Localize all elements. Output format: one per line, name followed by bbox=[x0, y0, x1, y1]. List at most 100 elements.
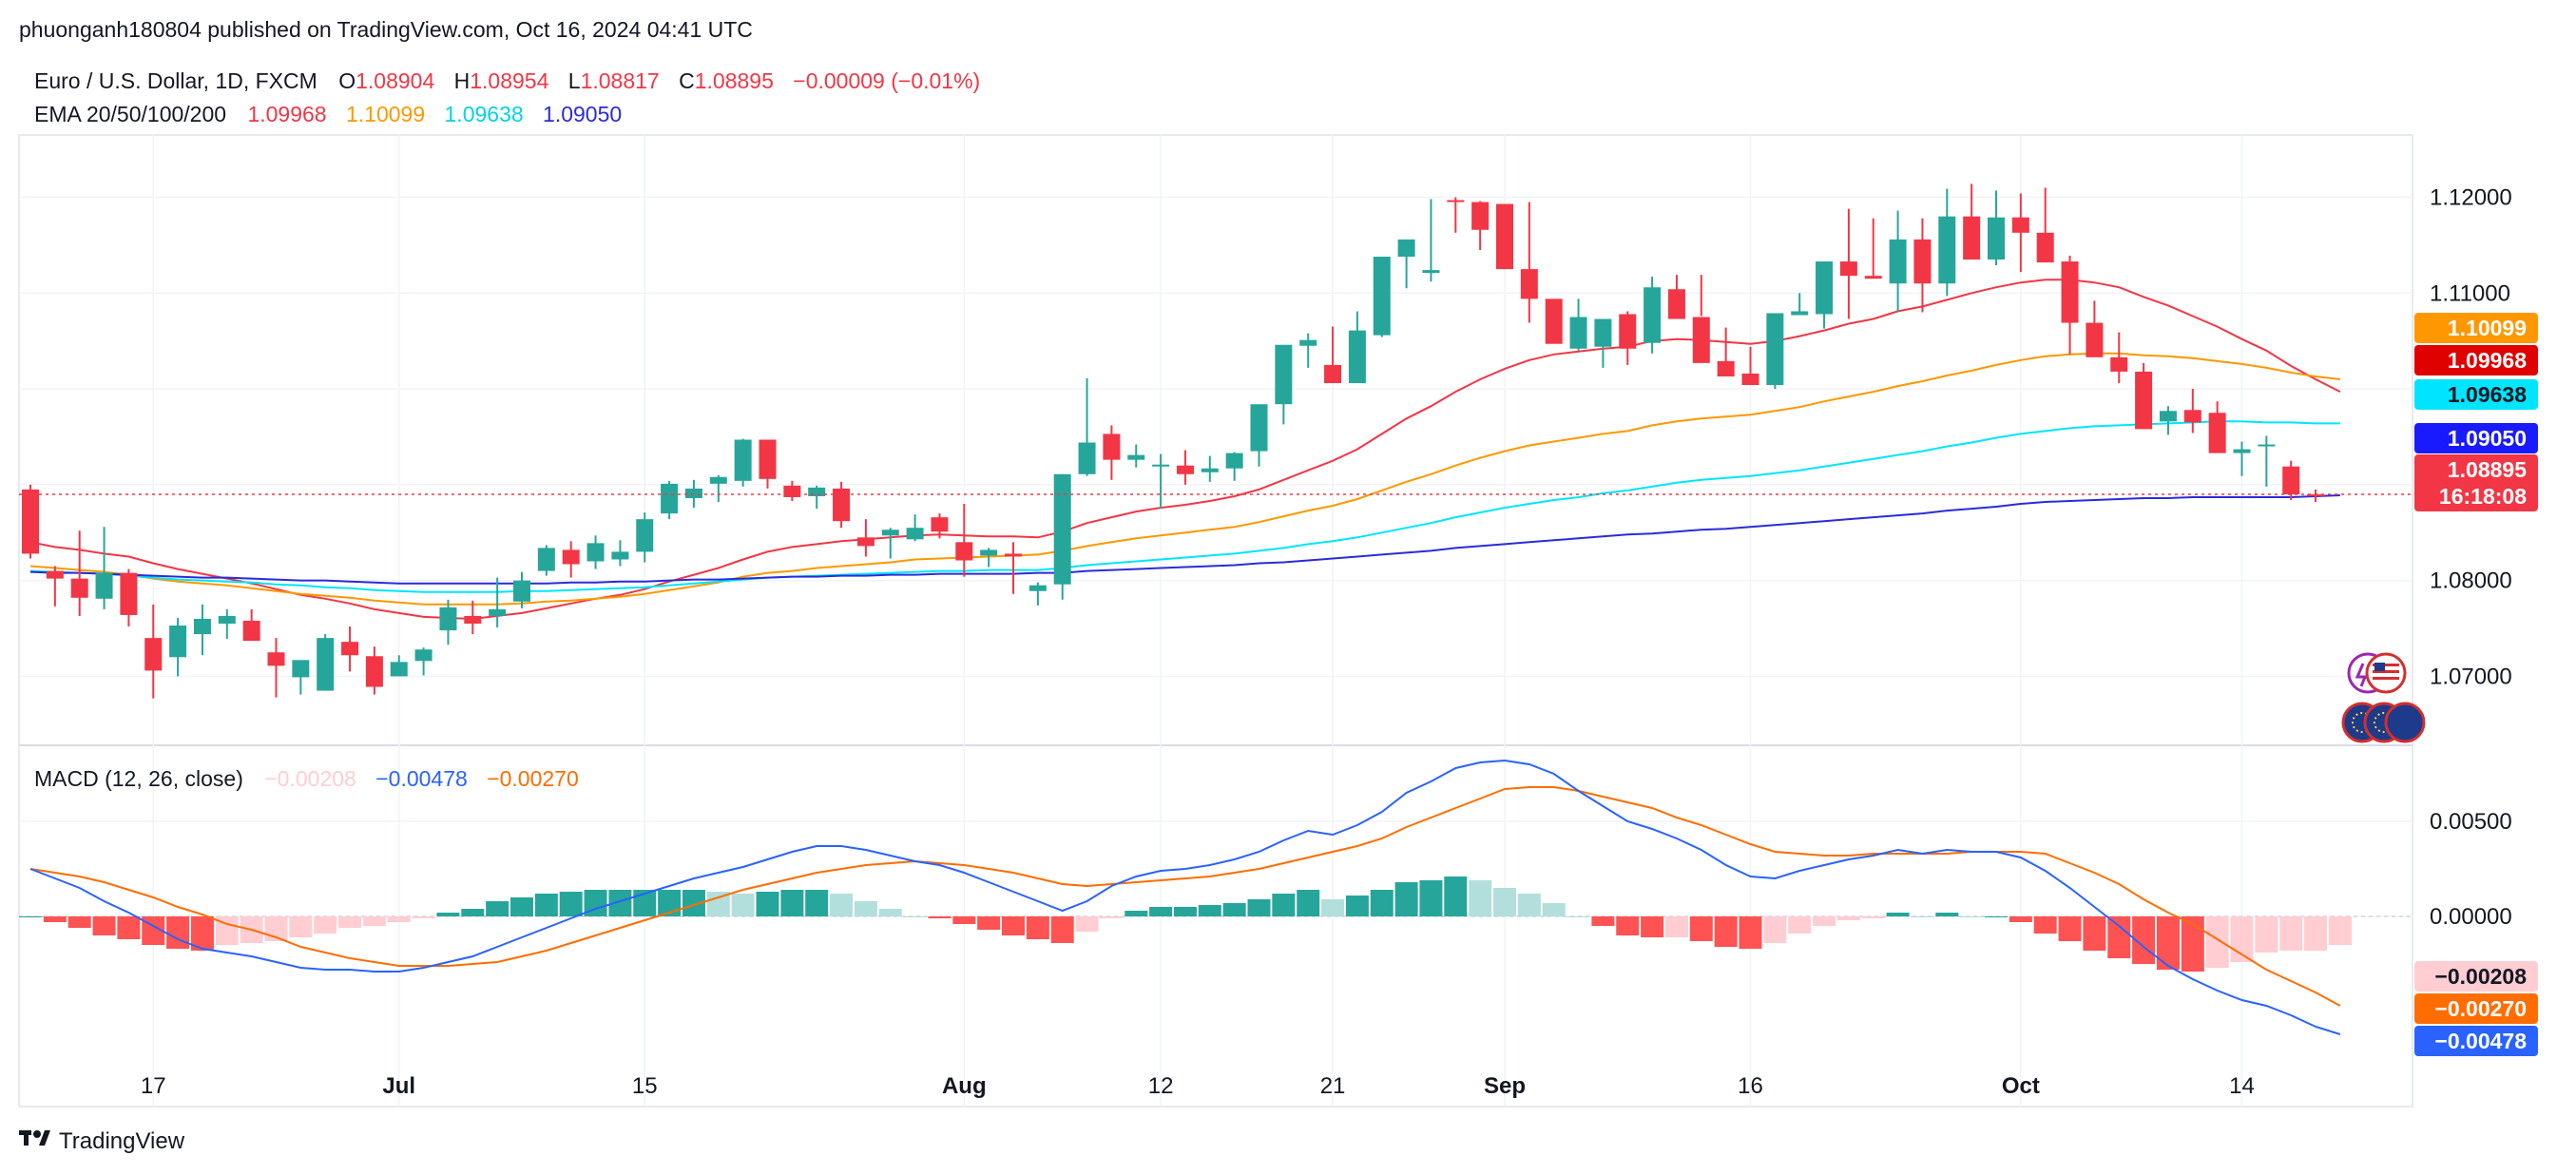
ema-line-2 bbox=[29, 420, 2340, 593]
ema-lines bbox=[29, 279, 2341, 621]
candle-body bbox=[1373, 256, 1391, 336]
ema-line-3 bbox=[29, 494, 2340, 585]
price-tick-label: 1.12000 bbox=[2430, 185, 2512, 211]
candle-body bbox=[856, 537, 875, 547]
macd-pane[interactable] bbox=[18, 744, 2413, 1108]
eu-flag-icon[interactable] bbox=[2341, 702, 2426, 743]
macd-histogram-bar bbox=[1198, 905, 1221, 916]
macd-histogram-bar bbox=[461, 909, 485, 916]
candle-body bbox=[1741, 373, 1759, 386]
ema-line-0 bbox=[29, 279, 2341, 621]
macd-histogram-bar bbox=[1222, 903, 1246, 916]
candle-body bbox=[2183, 410, 2201, 423]
candles bbox=[22, 183, 2325, 699]
macd-line-value: −0.00478 bbox=[375, 766, 468, 791]
macd-histogram-bar bbox=[1861, 916, 1885, 918]
macd-histogram-bar bbox=[510, 897, 533, 916]
candle-body bbox=[1250, 404, 1268, 452]
macd-histogram-bar bbox=[1419, 880, 1443, 916]
ema200-badge-text: 1.09050 bbox=[2448, 426, 2527, 451]
candle-body bbox=[341, 642, 359, 656]
candle-body bbox=[1569, 317, 1587, 349]
candle-body bbox=[1225, 453, 1243, 469]
macd-histogram-bar bbox=[1394, 882, 1418, 916]
time-axis[interactable]: 17 Jul 15 Aug 12 21 Sep 16 Oct 14 bbox=[141, 1073, 2255, 1099]
price-tick-label: 1.11000 bbox=[2430, 280, 2510, 306]
macd-histogram-bar bbox=[1469, 880, 1492, 916]
macd-axis[interactable]: 0.00500 0.00000 bbox=[2430, 809, 2512, 930]
macd-histogram-bar bbox=[756, 892, 779, 916]
candle-body bbox=[562, 549, 580, 565]
candle-body bbox=[439, 607, 457, 631]
price-pane[interactable] bbox=[18, 134, 2413, 746]
macd-histogram-bar bbox=[436, 913, 460, 916]
macd-histogram-bar bbox=[1345, 896, 1369, 916]
symbol-legend[interactable]: Euro / U.S. Dollar, 1D, FXCM O1.08904 H1… bbox=[34, 68, 980, 93]
last-price-badge-text: 1.08895 bbox=[2448, 457, 2527, 482]
close-value: 1.08895 bbox=[695, 68, 774, 93]
macd-histogram-bar bbox=[2083, 916, 2106, 951]
candle-body bbox=[317, 638, 335, 691]
candle-body bbox=[1275, 344, 1293, 405]
macd-histogram-bar bbox=[1813, 916, 1836, 926]
tradingview-logo-icon bbox=[19, 1130, 50, 1146]
time-tick-label: 15 bbox=[632, 1073, 658, 1099]
macd-legend[interactable]: MACD (12, 26, close) −0.00208 −0.00478 −… bbox=[34, 766, 579, 791]
macd-histogram-bar bbox=[387, 916, 411, 922]
macd-histogram-bar bbox=[1788, 916, 1812, 934]
us-flag-icon[interactable] bbox=[2347, 652, 2407, 694]
candle-body bbox=[636, 519, 654, 552]
tradingview-logo[interactable]: TradingView bbox=[19, 1128, 185, 1154]
candle-body bbox=[1938, 216, 1956, 284]
candle-body bbox=[464, 615, 482, 625]
ema50-badge: 1.10099 bbox=[2414, 313, 2538, 343]
ema100-badge: 1.09638 bbox=[2414, 379, 2538, 410]
macd-histogram bbox=[19, 876, 2352, 972]
economic-events[interactable] bbox=[2341, 652, 2426, 743]
ema20-value: 1.09968 bbox=[247, 102, 326, 126]
high-value: 1.08954 bbox=[470, 68, 548, 93]
candle-body bbox=[2011, 217, 2029, 233]
macd-histogram-bar bbox=[1149, 907, 1173, 916]
macd-histogram-bar bbox=[1542, 903, 1566, 916]
macd-histogram-bar bbox=[1960, 916, 1984, 917]
candle-body bbox=[390, 662, 408, 677]
candle-body bbox=[489, 608, 507, 616]
candle-body bbox=[734, 439, 752, 481]
brand-name: TradingView bbox=[59, 1128, 185, 1154]
low-value: 1.08817 bbox=[581, 68, 660, 93]
macd-histogram-bar bbox=[362, 916, 386, 926]
ema-legend[interactable]: EMA 20/50/100/200 1.09968 1.10099 1.0963… bbox=[34, 102, 622, 126]
candle-body bbox=[1299, 339, 1317, 346]
macd-histogram-bar bbox=[731, 894, 755, 916]
macd-histogram-bar bbox=[166, 916, 190, 949]
macd-histogram-bar bbox=[2058, 916, 2082, 941]
candle-body bbox=[169, 626, 187, 658]
macd-histogram-bar bbox=[486, 901, 509, 916]
macd-histogram-bar bbox=[559, 892, 583, 916]
macd-histogram-bar bbox=[19, 916, 42, 917]
time-tick-label: Aug bbox=[942, 1073, 987, 1099]
candle-body bbox=[1127, 454, 1145, 460]
macd-histogram-bar bbox=[1886, 913, 1910, 916]
time-tick-label: Oct bbox=[2002, 1073, 2040, 1099]
macd-histogram-bar bbox=[1125, 911, 1148, 916]
candle-body bbox=[1201, 468, 1219, 472]
publisher-line: phuonganh180804 published on TradingView… bbox=[19, 17, 753, 42]
candle-body bbox=[661, 483, 679, 514]
ema20-badge: 1.09968 bbox=[2414, 345, 2538, 376]
candle-body bbox=[537, 548, 555, 571]
candle-body bbox=[1988, 217, 2005, 260]
macd-histogram-bar bbox=[92, 916, 116, 935]
time-tick-label: Sep bbox=[1484, 1073, 1526, 1099]
candle-body bbox=[1839, 261, 1857, 277]
candle-body bbox=[242, 620, 260, 642]
candle-body bbox=[70, 578, 88, 598]
macd-histogram-bar bbox=[412, 916, 435, 918]
candle-body bbox=[1816, 261, 1834, 315]
candle-body bbox=[611, 551, 629, 560]
candle-body bbox=[2233, 449, 2251, 453]
candle-body bbox=[684, 488, 702, 498]
candle-body bbox=[46, 570, 64, 579]
macd-histogram-bar bbox=[2009, 916, 2032, 922]
